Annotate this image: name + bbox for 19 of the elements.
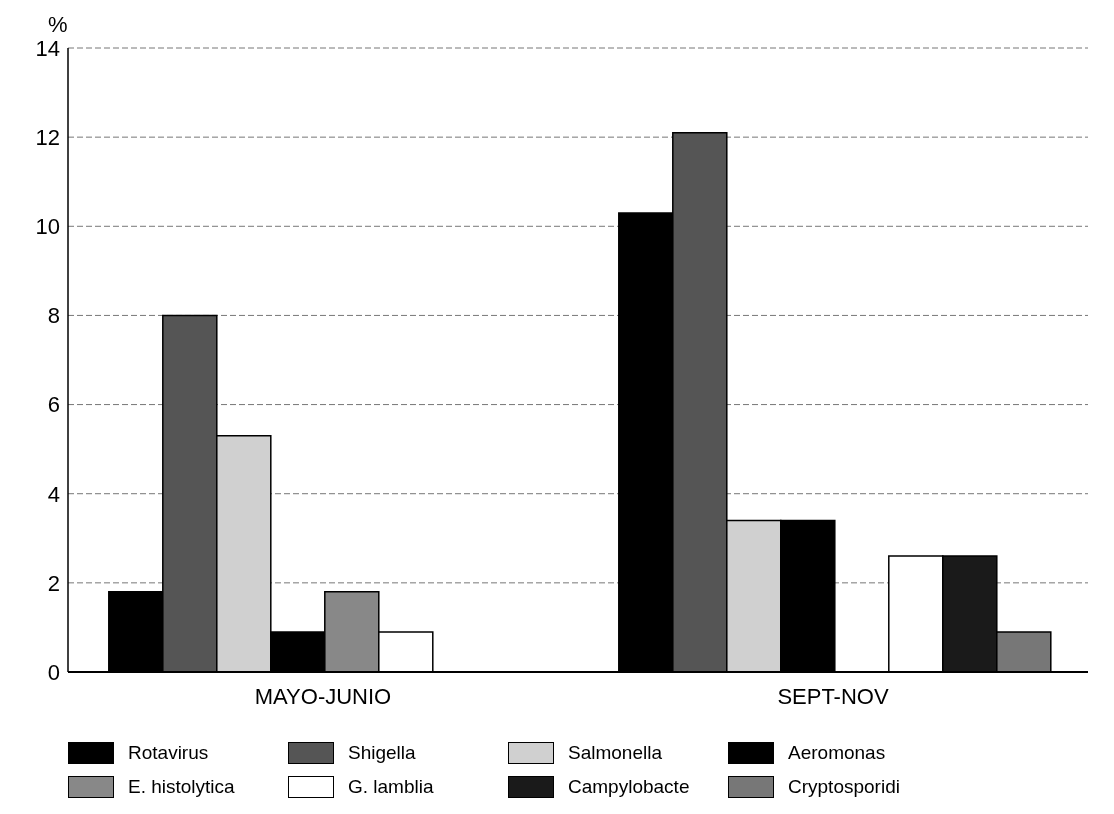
y-tick-label: 6 xyxy=(47,392,60,418)
y-axis-title: % xyxy=(48,12,68,38)
legend-label: Shigella xyxy=(348,742,416,764)
legend-label: Aeromonas xyxy=(788,742,886,764)
x-tick-label: MAYO-JUNIO xyxy=(254,683,392,709)
y-tick-label: 8 xyxy=(47,303,60,329)
y-tick-label: 2 xyxy=(47,570,60,596)
legend-label: G. lamblia xyxy=(348,776,434,798)
y-tick-label: 4 xyxy=(47,481,60,507)
y-tick-label: 0 xyxy=(47,659,60,685)
y-tick-label: 14 xyxy=(35,35,60,61)
legend-label: E. histolytica xyxy=(128,776,235,798)
y-tick-label: 10 xyxy=(35,214,60,240)
y-tick-label: 12 xyxy=(35,124,60,150)
legend-label: Rotavirus xyxy=(128,742,209,764)
legend-label: Cryptosporidi xyxy=(788,776,900,798)
legend-label: Salmonella xyxy=(568,742,662,764)
legend-label: Campylobacte xyxy=(568,776,690,798)
x-tick-label: SEPT-NOV xyxy=(777,683,889,709)
